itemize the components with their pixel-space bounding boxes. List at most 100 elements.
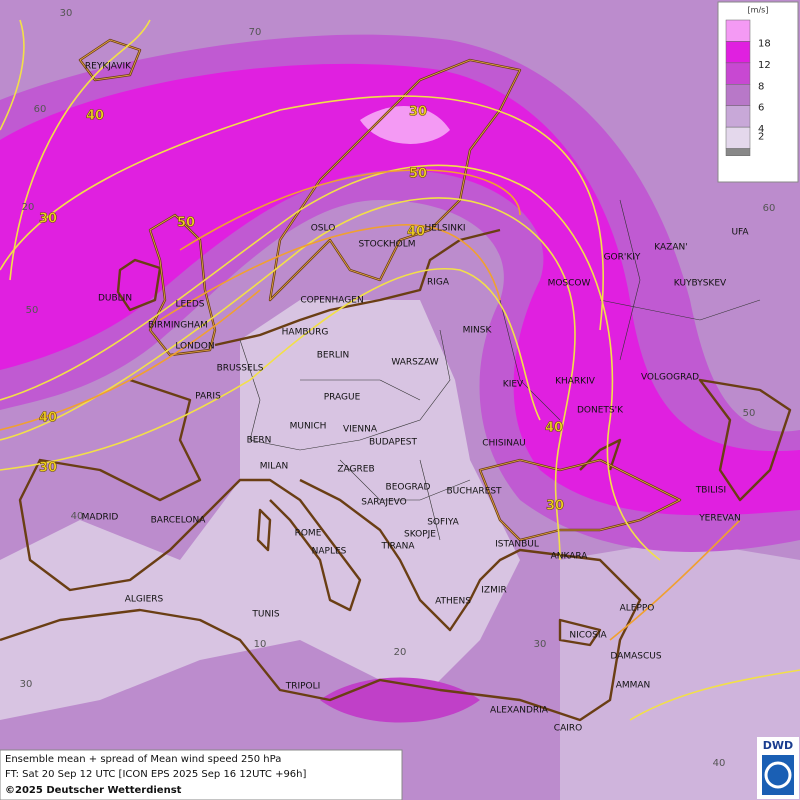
legend-level: 2 [758,131,764,142]
city-label: TIRANA [380,542,415,552]
city-label: BIRMINGHAM [148,321,208,331]
legend-swatch [725,19,751,42]
legend-swatch [725,41,751,64]
legend-level: 6 [758,103,764,114]
footer: Ensemble mean + spread of Mean wind spee… [0,749,403,800]
city-label: OSLO [311,224,336,234]
city-label: TBILISI [695,486,726,496]
logo-text: DWD [763,739,793,752]
city-label: BEOGRAD [386,483,431,493]
graticule-label: 70 [249,27,262,38]
city-label: SKOPJE [404,530,436,540]
legend-level: 18 [758,38,771,49]
contour-label: 40 [86,109,104,124]
legend: [m/s] 18 12 8 6 42 [717,1,799,183]
city-label: COPENHAGEN [300,296,363,306]
city-label: GOR'KIY [604,253,641,263]
city-label: SARAJEVO [361,498,407,508]
city-label: HELSINKI [424,224,465,234]
city-label: ALGIERS [125,595,164,605]
footer-box [0,749,403,800]
city-label: KHARKIV [555,377,596,387]
footer-line: Ensemble mean + spread of Mean wind spee… [5,754,281,765]
contour-label: 40 [39,411,57,426]
city-label: PARIS [195,392,221,402]
legend-swatches: 18 12 8 6 42 [725,19,771,156]
city-label: UFA [731,228,749,238]
contour-label: 30 [546,499,564,514]
city-label: REYKJAVIK [85,62,132,72]
city-label: DAMASCUS [610,652,661,662]
city-label: ZAGREB [337,465,374,475]
city-label: ROME [295,529,322,539]
city-label: BERN [247,436,272,446]
legend-level: 8 [758,81,764,92]
city-label: DONETS'K [577,406,624,416]
legend-swatch [725,105,751,128]
footer-line: FT: Sat 20 Sep 12 UTC [ICON EPS 2025 Sep… [5,769,307,780]
city-label: ANKARA [551,552,589,562]
city-label: PRAGUE [324,393,361,403]
borders [239,199,761,541]
city-label: KUYBYSKEV [674,279,727,289]
city-label: CHISINAU [482,439,526,449]
city-label: ATHENS [435,597,471,607]
city-label: ALEXANDRIA [490,706,549,716]
contour-label: 30 [39,461,57,476]
contour-label: 40 [407,225,425,240]
contour-label: 50 [409,167,427,182]
city-label: DUBLIN [98,294,132,304]
labels: REYKJAVIK DUBLIN LEEDS BIRMINGHAM LONDON BRUS… [20,8,776,769]
city-label: MUNICH [290,422,327,432]
city-label: MADRID [82,513,119,523]
city-label: LEEDS [175,300,204,310]
logo-swirl [764,761,792,789]
city-label: RIGA [427,278,450,288]
city-label: STOCKHOLM [358,240,415,250]
city-label: BRUSSELS [217,364,264,374]
contour-label: 40 [545,421,563,436]
logo: DWD [757,737,799,799]
graticule-label: 30 [534,639,547,650]
graticule-label: 20 [394,647,407,658]
city-label: TUNIS [251,610,279,620]
graticule-label: 30 [60,8,73,19]
city-label: NICOSIA [569,631,607,641]
city-label: SOFIYA [427,518,459,528]
legend-swatch [725,148,751,156]
city-label: IZMIR [481,586,507,596]
graticule-label: 60 [34,104,47,115]
city-label: KAZAN' [654,243,687,253]
city-label: WARSZAW [391,358,438,368]
city-label: NAPLES [312,547,347,557]
legend-swatch [725,126,751,149]
city-label: BUCHAREST [446,487,502,497]
contour-label: 30 [39,212,57,227]
city-label: KIEV [503,380,524,390]
city-label: YEREVAN [698,514,741,524]
city-label: CAIRO [554,724,582,734]
legend-level: 12 [758,60,771,71]
city-label: VOLGOGRAD [641,373,699,383]
city-label: MILAN [260,462,289,472]
city-label: MINSK [463,326,493,336]
city-label: BUDAPEST [369,438,418,448]
graticule-label: 50 [743,408,756,419]
contour-label: 50 [177,216,195,231]
city-label: BERLIN [317,351,350,361]
legend-unit: [m/s] [748,6,769,15]
city-label: BARCELONA [151,516,207,526]
city-label: HAMBURG [282,328,329,338]
graticule-label: 30 [20,679,33,690]
contours [0,19,800,721]
city-label: TRIPOLI [285,682,321,692]
city-label: AMMAN [616,681,651,691]
footer-line: ©2025 Deutscher Wetterdienst [5,785,182,796]
city-label: ISTANBUL [495,540,539,550]
coastlines-highlight [79,39,681,541]
city-label: VIENNA [343,425,378,435]
legend-swatch [725,84,751,106]
graticule-label: 40 [71,511,84,522]
city-label: LONDON [175,342,214,352]
legend-level: 4 [758,124,764,135]
